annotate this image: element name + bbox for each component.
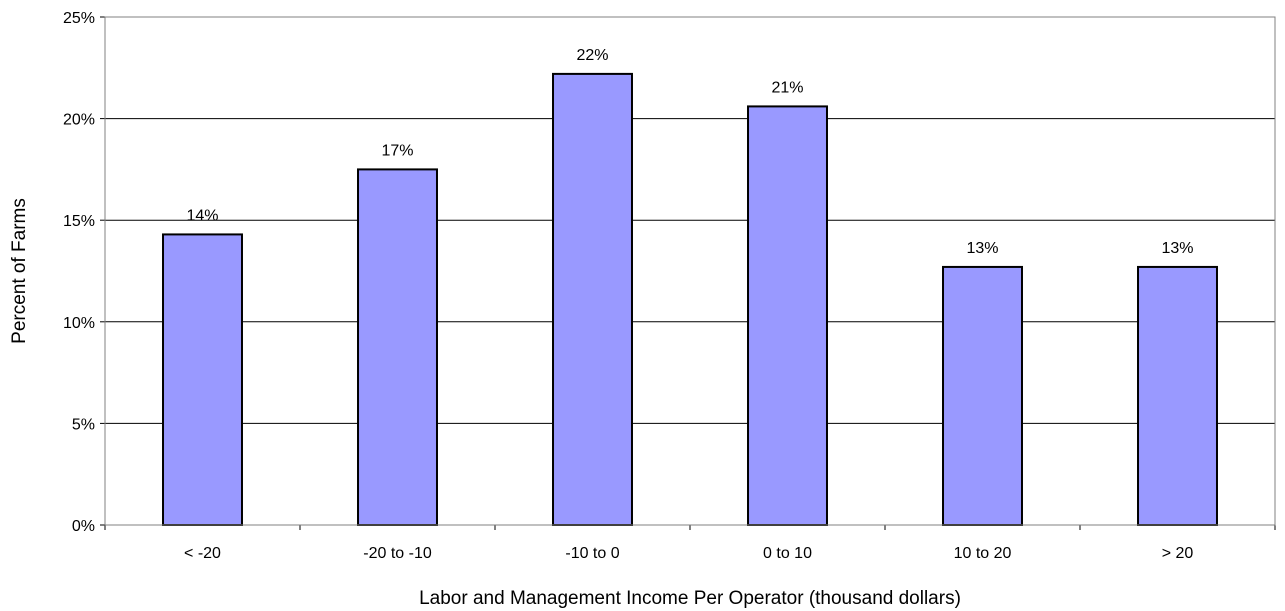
bar-value-label: 17% xyxy=(381,142,413,159)
bar xyxy=(357,168,438,526)
plot-area xyxy=(105,17,1275,525)
bar xyxy=(552,72,633,527)
x-tick-label: > 20 xyxy=(1162,545,1194,562)
x-tick-label: 0 to 10 xyxy=(763,545,812,562)
y-axis-ticks: 0% 5% 10% 15% 20% 25% xyxy=(63,10,105,535)
bar-value-label: 13% xyxy=(966,240,998,257)
y-tick-label: 10% xyxy=(63,315,95,332)
y-tick-label: 20% xyxy=(63,112,95,129)
bar xyxy=(942,265,1023,526)
bars xyxy=(162,72,1218,527)
y-tick-label: 0% xyxy=(72,518,95,535)
x-tick-label: -10 to 0 xyxy=(565,545,619,562)
data-labels: 14% 17% 22% 21% 13% 13% xyxy=(186,47,1193,257)
y-tick-label: 15% xyxy=(63,213,95,230)
bar-value-label: 14% xyxy=(186,207,218,224)
x-tick-label: < -20 xyxy=(184,545,221,562)
x-tick-label: -20 to -10 xyxy=(363,545,432,562)
plot-border xyxy=(104,16,1276,526)
bar-value-label: 13% xyxy=(1161,240,1193,257)
bar-value-label: 22% xyxy=(576,47,608,64)
bar xyxy=(1137,265,1218,526)
y-tick-label: 25% xyxy=(63,10,95,27)
x-axis-ticks: < -20 -20 to -10 -10 to 0 0 to 10 10 to 20 > … xyxy=(104,525,1276,562)
bar-value-label: 21% xyxy=(771,79,803,96)
x-tick-label: 10 to 20 xyxy=(954,545,1012,562)
bar xyxy=(747,105,828,527)
x-axis-title: Labor and Management Income Per Operator… xyxy=(419,588,961,609)
y-axis-title: Percent of Farms xyxy=(9,198,30,344)
bar xyxy=(162,233,243,526)
y-tick-label: 5% xyxy=(72,416,95,433)
